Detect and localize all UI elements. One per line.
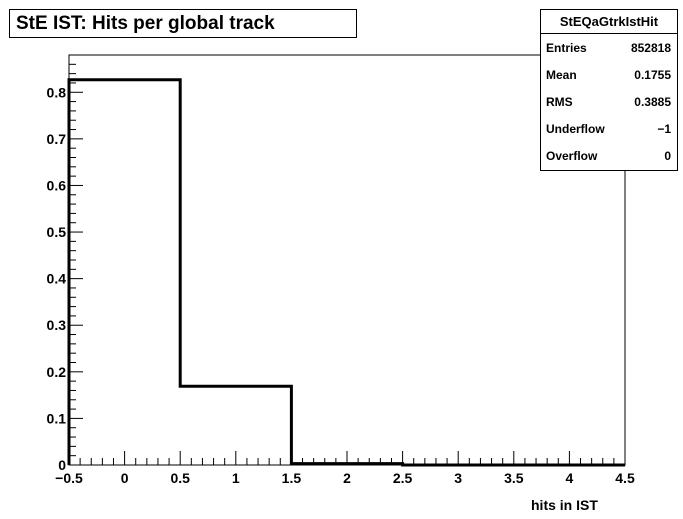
- x-tick-label: 1.5: [282, 470, 302, 486]
- stats-row-rms: RMS 0.3885: [541, 88, 677, 115]
- x-tick-label: 3: [454, 470, 462, 486]
- y-tick-label: 0.8: [47, 84, 67, 100]
- y-tick-label: 0.4: [47, 271, 67, 287]
- stats-row-mean: Mean 0.1755: [541, 61, 677, 88]
- y-tick-label: 0.3: [47, 317, 67, 333]
- title-box: StE IST: Hits per global track: [9, 9, 357, 38]
- x-tick-label: 1: [232, 470, 240, 486]
- stats-value: 0: [664, 149, 671, 163]
- x-tick-label: 0.5: [170, 470, 190, 486]
- stats-row-underflow: Underflow −1: [541, 115, 677, 142]
- stats-value: 0.1755: [634, 68, 671, 82]
- y-axis: 0 0.1 0.2 0.3 0.4 0.5 0.6 0.7 0.8: [47, 54, 83, 473]
- stats-row-overflow: Overflow 0: [541, 142, 677, 169]
- y-tick-label: 0.5: [47, 224, 67, 240]
- x-tick-label: 3.5: [504, 470, 524, 486]
- stats-label: RMS: [546, 95, 573, 109]
- y-tick-label: 0.7: [47, 131, 67, 147]
- y-tick-label: 0.1: [47, 410, 67, 426]
- y-tick-label: 0.2: [47, 364, 67, 380]
- x-tick-label: −0.5: [55, 470, 83, 486]
- y-tick-label: 0.6: [47, 177, 67, 193]
- x-tick-label: 4.5: [615, 470, 635, 486]
- y-tick-label: 0: [58, 457, 66, 473]
- histogram-line: [67, 78, 625, 467]
- stats-value: −1: [657, 122, 671, 136]
- stats-value: 0.3885: [634, 95, 671, 109]
- stats-title: StEQaGtrkIstHit: [541, 10, 677, 34]
- x-tick-label: 4: [566, 470, 574, 486]
- stats-label: Entries: [546, 41, 587, 55]
- x-axis-label: hits in IST: [531, 497, 598, 513]
- x-tick-label: 2.5: [393, 470, 413, 486]
- stats-label: Mean: [546, 68, 577, 82]
- stats-label: Overflow: [546, 149, 598, 163]
- x-tick-label: 0: [121, 470, 129, 486]
- x-axis: −0.5 0 0.5 1 1.5 2 2.5 3 3.5 4 4.5: [55, 451, 635, 486]
- stats-value: 852818: [630, 41, 671, 55]
- chart-title: StE IST: Hits per global track: [16, 13, 275, 34]
- x-tick-label: 2: [343, 470, 351, 486]
- stats-label: Underflow: [546, 122, 605, 136]
- stats-box: StEQaGtrkIstHit Entries 852818 Mean 0.17…: [540, 9, 678, 171]
- stats-row-entries: Entries 852818: [541, 34, 677, 61]
